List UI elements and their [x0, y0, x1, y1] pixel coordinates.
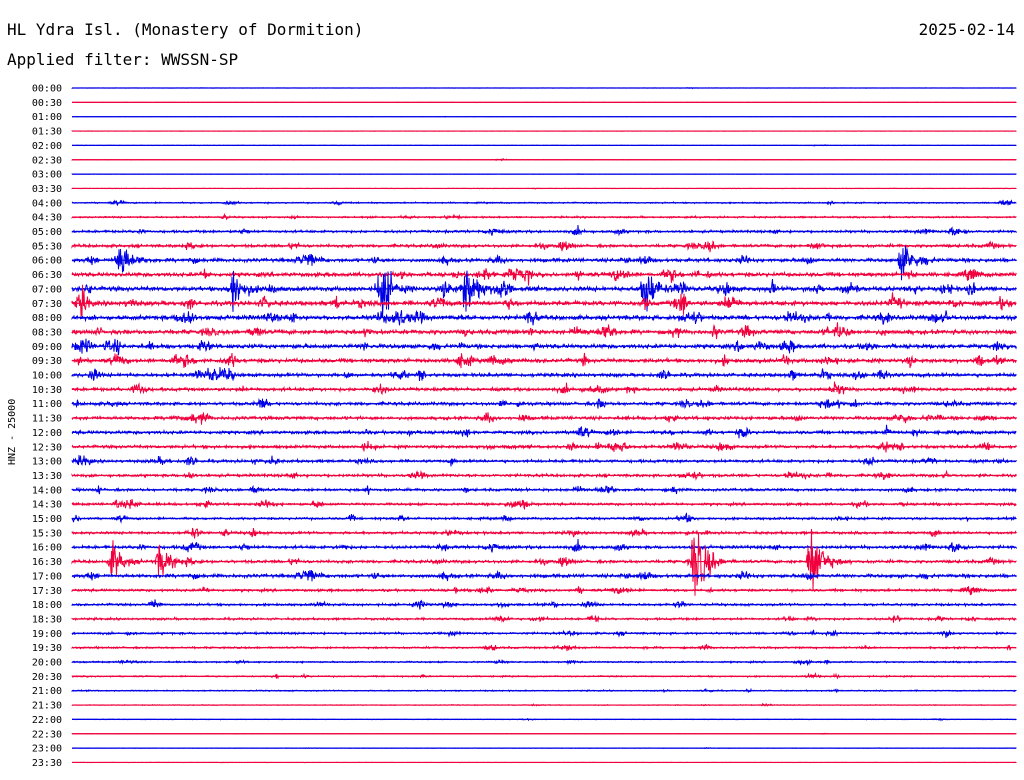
station-title: HL Ydra Isl. (Monastery of Dormition)	[7, 20, 364, 39]
tick-label: 18:00	[32, 600, 62, 611]
tick-label: 08:00	[32, 313, 62, 324]
tick-label: 09:00	[32, 342, 62, 353]
tick-label: 06:00	[32, 256, 62, 267]
tick-label: 02:30	[32, 155, 62, 166]
tick-label: 23:00	[32, 744, 62, 755]
time-tick-labels: 00:00 00:30 01:00 01:30 02:00 02:30 03:00 03:30…	[32, 84, 62, 769]
tick-label: 22:00	[32, 715, 62, 726]
tick-label: 11:00	[32, 399, 62, 410]
trace-group	[71, 86, 1017, 764]
tick-label: 10:00	[32, 371, 62, 382]
tick-label: 01:30	[32, 127, 62, 138]
trace-line	[71, 309, 1017, 326]
trace-line	[71, 528, 1017, 596]
tick-label: 21:30	[32, 701, 62, 712]
tick-label: 04:30	[32, 213, 62, 224]
tick-label: 02:00	[32, 141, 62, 152]
date-label: 2025-02-14	[918, 20, 1015, 39]
trace-line	[71, 267, 1017, 286]
tick-label: 21:00	[32, 686, 62, 697]
tick-label: 15:00	[32, 514, 62, 525]
tick-label: 13:00	[32, 457, 62, 468]
trace-line	[71, 381, 1017, 396]
tick-label: 14:30	[32, 500, 62, 511]
tick-label: 19:00	[32, 629, 62, 640]
tick-label: 22:30	[32, 729, 62, 740]
tick-label: 10:30	[32, 385, 62, 396]
trace-line	[71, 270, 1017, 318]
tick-label: 18:30	[32, 614, 62, 625]
trace-line	[71, 367, 1017, 382]
tick-label: 04:00	[32, 198, 62, 209]
tick-label: 05:00	[32, 227, 62, 238]
trace-line	[71, 424, 1017, 439]
trace-line	[71, 224, 1017, 237]
tick-label: 08:30	[32, 327, 62, 338]
tick-label: 13:30	[32, 471, 62, 482]
trace-line	[71, 322, 1017, 340]
tick-label: 01:00	[32, 112, 62, 123]
tick-label: 16:30	[32, 557, 62, 568]
y-axis-label: HNZ - 25000	[7, 399, 18, 465]
tick-label: 00:30	[32, 98, 62, 109]
tick-label: 07:30	[32, 299, 62, 310]
tick-label: 17:00	[32, 571, 62, 582]
tick-label: 14:00	[32, 485, 62, 496]
tick-label: 23:30	[32, 758, 62, 769]
tick-label: 11:30	[32, 414, 62, 425]
tick-label: 03:30	[32, 184, 62, 195]
tick-label: 12:00	[32, 428, 62, 439]
tick-label: 05:30	[32, 241, 62, 252]
tick-label: 03:00	[32, 170, 62, 181]
trace-line	[71, 538, 1017, 553]
tick-label: 06:30	[32, 270, 62, 281]
tick-label: 09:30	[32, 356, 62, 367]
filter-label: Applied filter: WWSSN-SP	[7, 50, 239, 69]
tick-label: 20:30	[32, 672, 62, 683]
tick-label: 12:30	[32, 442, 62, 453]
tick-label: 16:00	[32, 543, 62, 554]
tick-label: 00:00	[32, 84, 62, 95]
tick-label: 17:30	[32, 586, 62, 597]
tick-label: 20:00	[32, 658, 62, 669]
trace-line	[71, 240, 1017, 253]
trace-line	[71, 338, 1017, 356]
tick-label: 07:00	[32, 284, 62, 295]
tick-label: 15:30	[32, 528, 62, 539]
tick-label: 19:30	[32, 643, 62, 654]
